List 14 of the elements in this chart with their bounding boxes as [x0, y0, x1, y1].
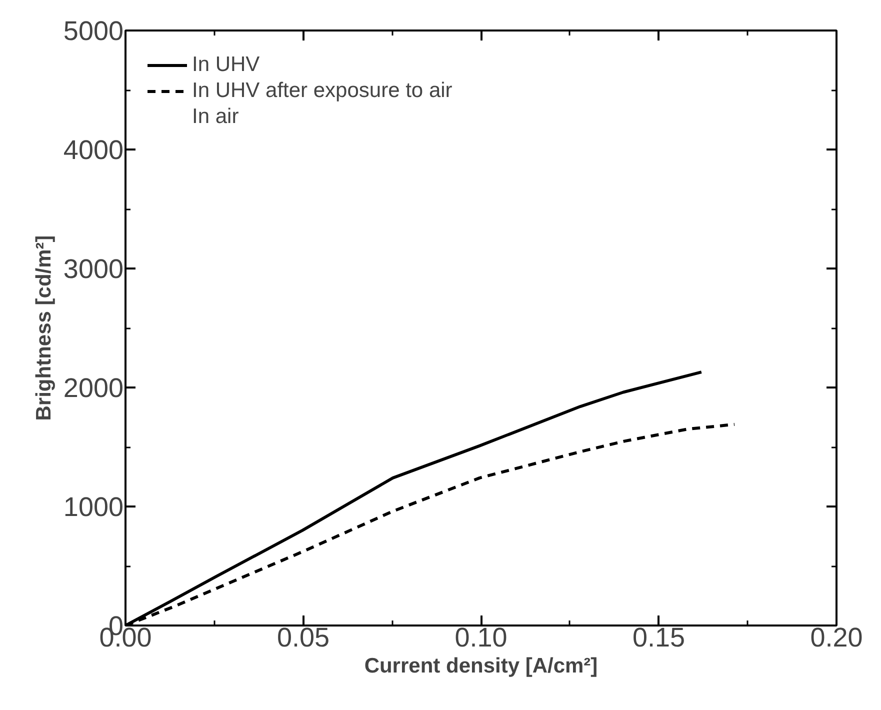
legend-label: In UHV after exposure to air: [192, 78, 452, 104]
y-tick-label: 2000: [63, 373, 124, 403]
y-axis-title: Brightness [cd/m²]: [32, 235, 56, 421]
x-tick-label: 0.10: [454, 622, 508, 652]
y-tick-label: 5000: [63, 16, 124, 46]
text: In air: [192, 104, 239, 130]
x-tick-label: 0.05: [276, 622, 330, 652]
y-tick-label: 3000: [63, 254, 124, 284]
y-tick-label: 4000: [63, 135, 124, 165]
x-tick-label: 0.15: [632, 622, 686, 652]
x-tick-label: 0.20: [810, 622, 863, 652]
legend-label: In UHV: [192, 52, 260, 78]
x-axis-title: Current density [A/cm²]: [364, 654, 598, 678]
y-tick-label: 1000: [63, 492, 124, 522]
